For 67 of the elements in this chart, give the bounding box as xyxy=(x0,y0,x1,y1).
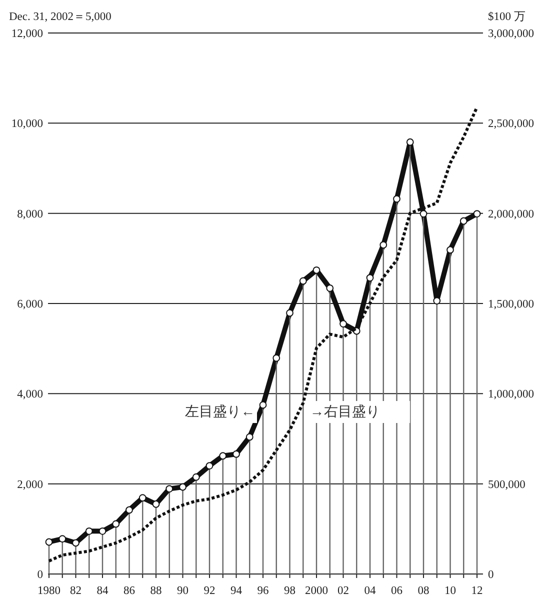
x-tick-label: 82 xyxy=(70,585,82,597)
point xyxy=(326,284,334,292)
x-tick-label: 04 xyxy=(364,585,376,597)
x-tick-label: 02 xyxy=(338,585,350,597)
point xyxy=(126,506,133,514)
y-tick-label: 12,000 xyxy=(11,28,44,40)
point xyxy=(380,241,388,249)
point xyxy=(460,217,468,225)
y2-tick-label: 3,000,000 xyxy=(488,28,534,40)
x-tick-label: 96 xyxy=(257,585,269,597)
annotation: →右目盛り xyxy=(310,404,380,420)
point xyxy=(259,401,267,409)
point xyxy=(58,535,66,543)
y-tick-label: 2,000 xyxy=(17,478,44,491)
point xyxy=(98,527,106,535)
x-tick-label: 10 xyxy=(444,585,456,597)
point xyxy=(406,138,414,146)
y-tick-label: 4,000 xyxy=(17,388,44,401)
point xyxy=(166,485,174,492)
y2-tick-label: 0 xyxy=(488,569,494,581)
point xyxy=(393,195,400,203)
y2-axis-title: $100 万 xyxy=(488,10,526,23)
y2-tick-label: 2,500,000 xyxy=(488,118,534,130)
point xyxy=(192,473,200,481)
point xyxy=(286,309,294,317)
y2-tick-label: 500,000 xyxy=(488,478,526,491)
point xyxy=(246,433,254,441)
x-tick-label: 12 xyxy=(471,585,483,597)
point xyxy=(473,210,481,218)
point xyxy=(138,494,146,502)
y-tick-label: 8,000 xyxy=(17,208,44,220)
point xyxy=(312,266,320,274)
y2-tick-label: 1,500,000 xyxy=(488,298,534,310)
y-tick-label: 10,000 xyxy=(11,118,44,130)
x-tick-label: 92 xyxy=(204,585,216,597)
point xyxy=(179,483,186,491)
y-axis-title: Dec. 31, 2002＝5,000 xyxy=(9,11,112,23)
y-tick-label: 6,000 xyxy=(17,298,44,310)
point xyxy=(366,274,374,282)
x-tick-label: 84 xyxy=(96,585,108,597)
point xyxy=(299,277,307,285)
point xyxy=(232,450,240,458)
point xyxy=(433,297,441,304)
point xyxy=(219,452,227,460)
x-tick-label: 1980 xyxy=(38,585,61,597)
x-tick-label: 98 xyxy=(284,585,296,597)
point xyxy=(272,354,280,362)
x-tick-label: 08 xyxy=(418,585,430,597)
y2-tick-label: 1,000,000 xyxy=(488,388,534,401)
x-tick-label: 88 xyxy=(150,585,162,597)
point xyxy=(206,462,214,470)
x-tick-label: 06 xyxy=(391,585,403,597)
x-tick-label: 2000 xyxy=(305,585,328,597)
point xyxy=(112,520,120,528)
x-tick-label: 90 xyxy=(177,585,189,597)
x-tick-label: 94 xyxy=(230,585,242,597)
y-tick-label: 0 xyxy=(37,569,44,581)
point xyxy=(45,538,53,546)
y2-tick-label: 2,000,000 xyxy=(488,208,534,220)
point xyxy=(420,210,428,218)
point xyxy=(152,500,160,508)
annotation: 左目盛り← xyxy=(185,404,255,420)
point xyxy=(340,320,347,328)
x-tick-label: 86 xyxy=(124,585,136,597)
point xyxy=(85,527,93,535)
point xyxy=(446,246,454,254)
point xyxy=(72,539,80,547)
